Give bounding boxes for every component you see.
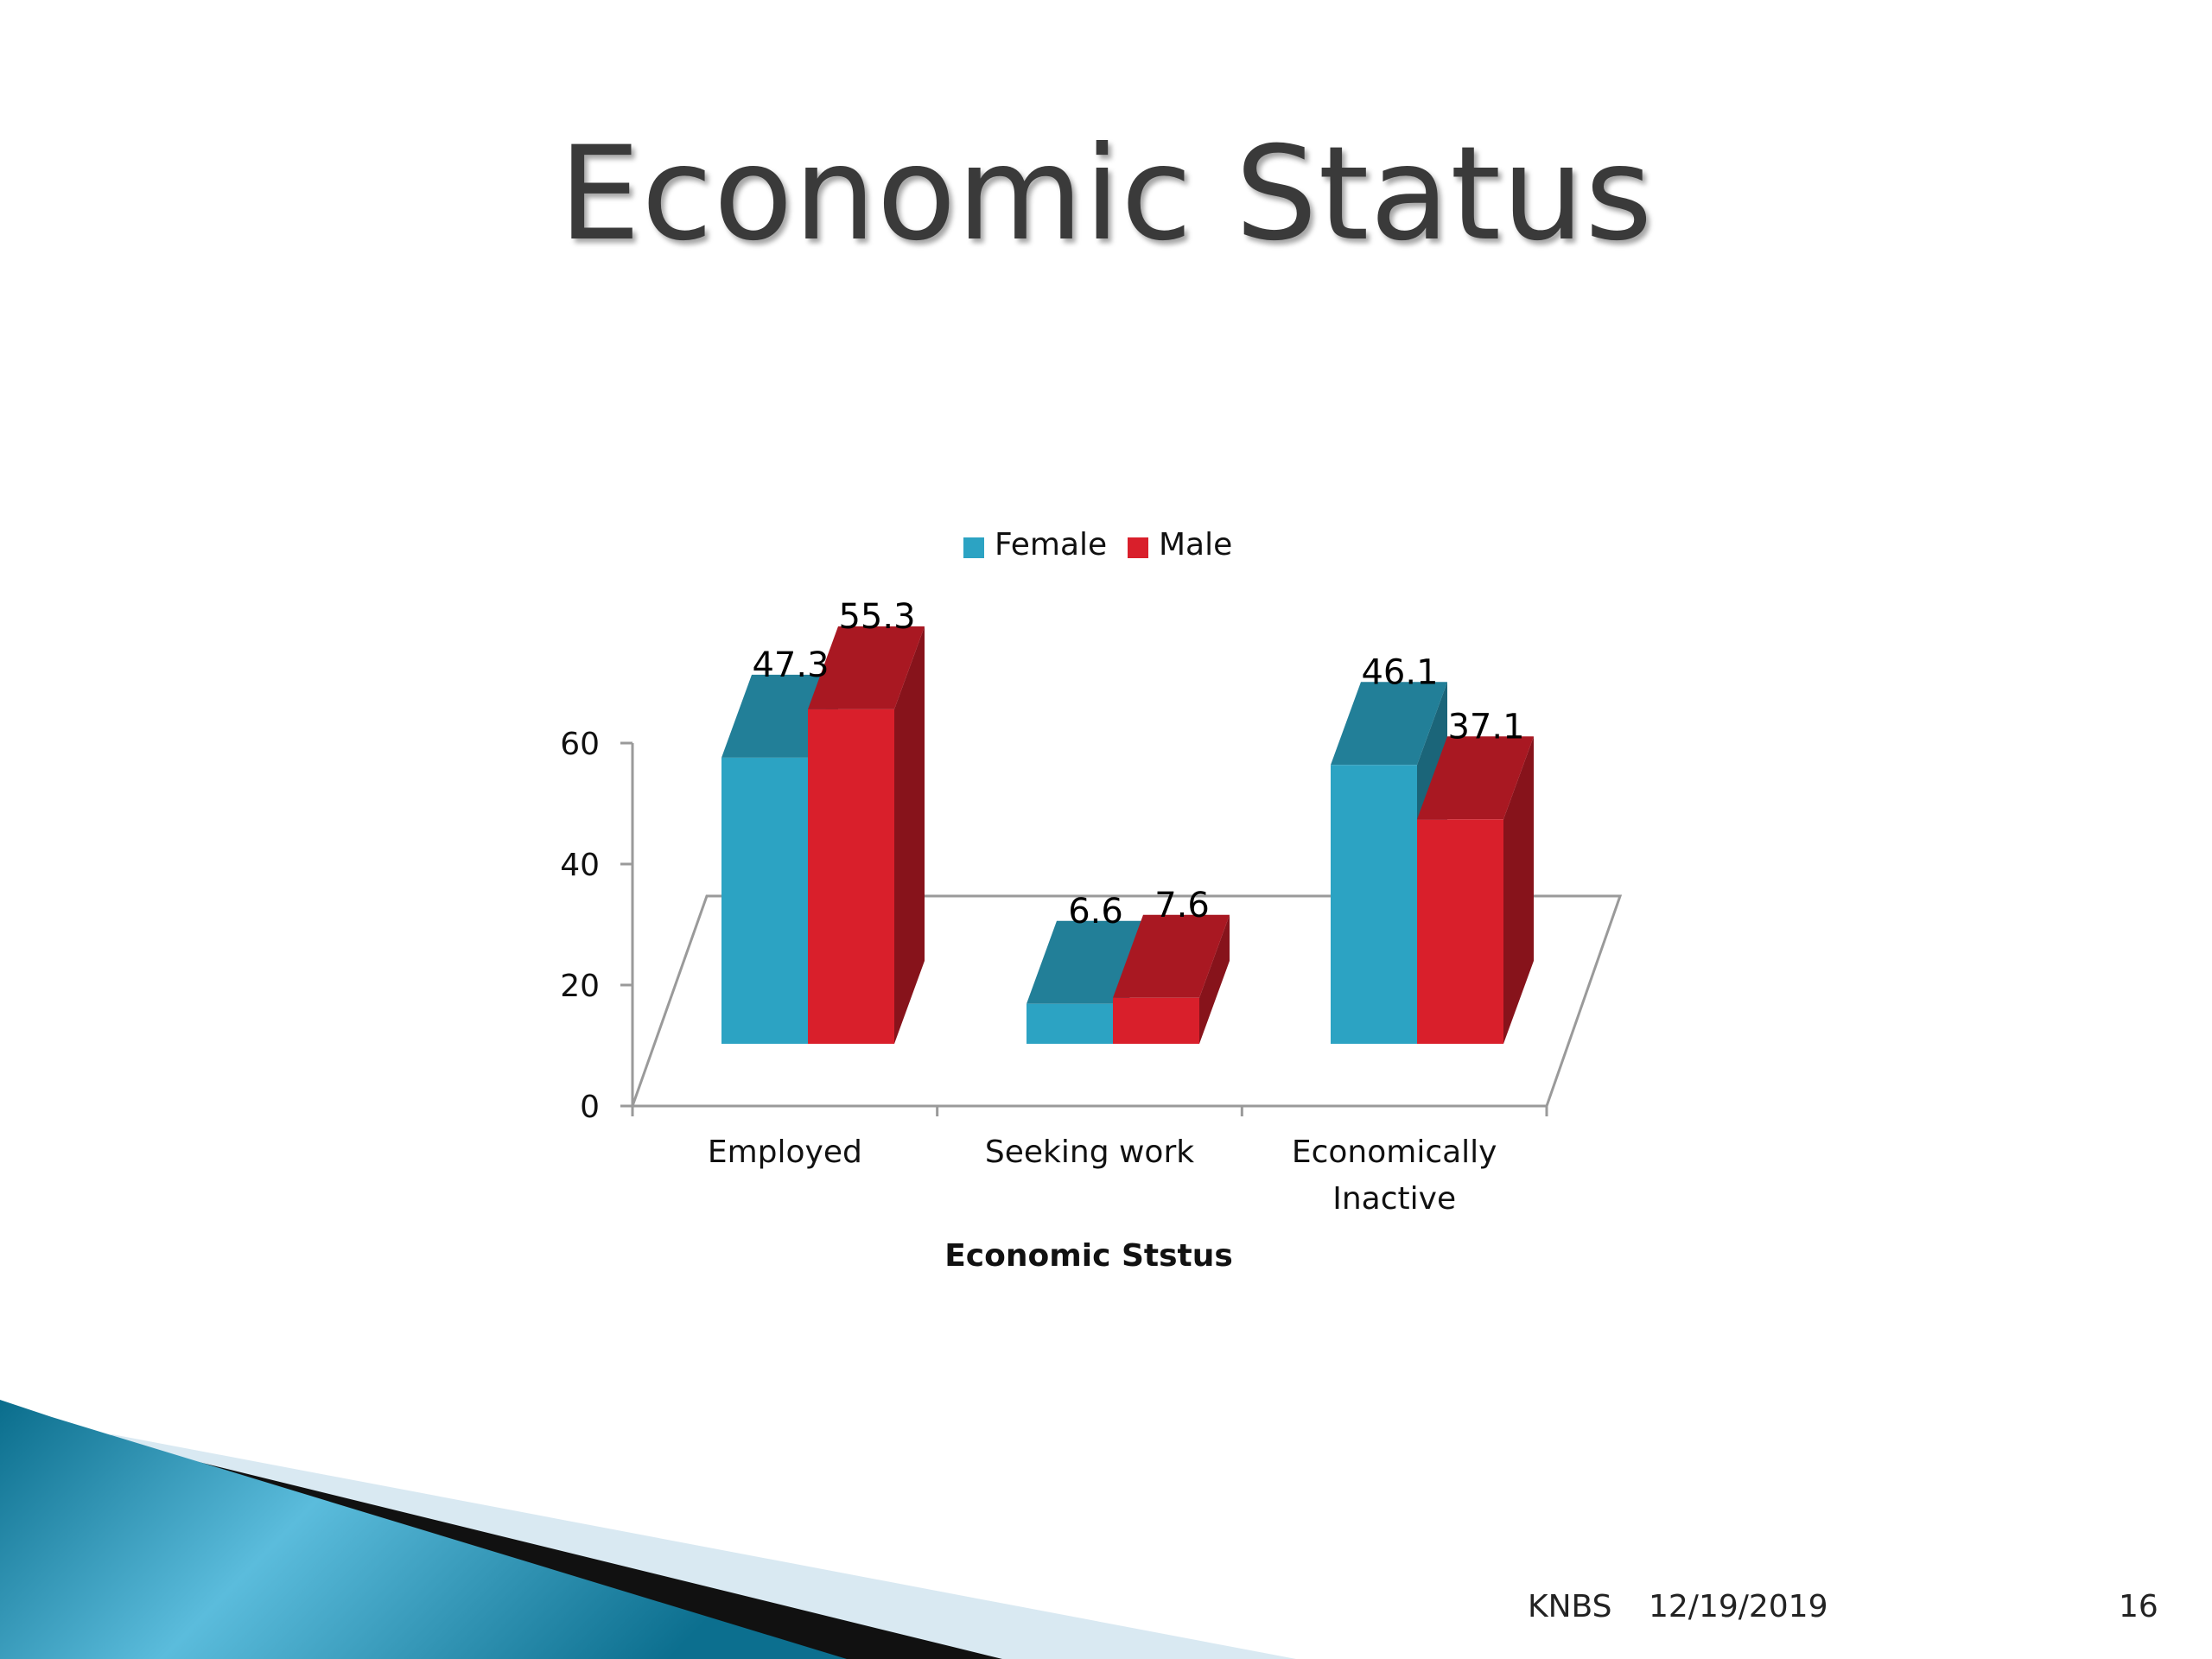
x-axis-title: Economic Ststus — [944, 1238, 1233, 1274]
bar-top — [1417, 736, 1534, 820]
data-label: 46.1 — [1361, 652, 1438, 692]
page-number: 16 — [2119, 1589, 2158, 1624]
data-label: 7.6 — [1154, 886, 1210, 925]
bar-side — [1503, 736, 1534, 1044]
footer-source: KNBS — [1528, 1589, 1612, 1624]
slide-title: Economic Status — [558, 119, 1654, 270]
x-category-label: Seeking work — [985, 1135, 1194, 1170]
legend-swatch-male — [1128, 537, 1148, 558]
data-label: 37.1 — [1447, 707, 1524, 747]
bar-male-0 — [808, 626, 925, 1044]
bar-side — [1199, 914, 1230, 1044]
bar-top — [1331, 682, 1447, 766]
y-tick-label: 60 — [560, 727, 600, 762]
footer-date: 12/19/2019 — [1649, 1589, 1828, 1624]
decor-teal-band — [0, 1400, 847, 1659]
bar-front — [1113, 997, 1199, 1044]
bar-male-1 — [1113, 914, 1230, 1044]
x-category-label: Economically — [1292, 1135, 1497, 1170]
bar-top — [1027, 920, 1143, 1004]
x-category-label: Inactive — [1332, 1181, 1456, 1217]
chart-legend: Female Male — [963, 527, 1232, 563]
bar-front — [808, 709, 894, 1044]
legend-label-male: Male — [1159, 527, 1232, 563]
bar-male-2 — [1417, 736, 1534, 1044]
bar-front — [721, 757, 808, 1044]
y-tick-label: 20 — [560, 969, 600, 1004]
data-label: 6.6 — [1068, 892, 1123, 931]
data-label: 55.3 — [838, 597, 915, 637]
bar-front — [1331, 765, 1417, 1044]
bar-front — [1417, 819, 1503, 1044]
legend-swatch-female — [963, 537, 984, 558]
x-category-label: Employed — [708, 1135, 862, 1170]
y-tick-label: 0 — [580, 1090, 600, 1125]
bar-side — [894, 626, 925, 1044]
data-label: 47.3 — [752, 645, 829, 685]
bar-front — [1027, 1003, 1113, 1044]
bar-top — [1113, 914, 1230, 998]
legend-label-female: Female — [995, 527, 1107, 563]
y-tick-label: 40 — [560, 848, 600, 883]
bar-top — [808, 626, 925, 709]
